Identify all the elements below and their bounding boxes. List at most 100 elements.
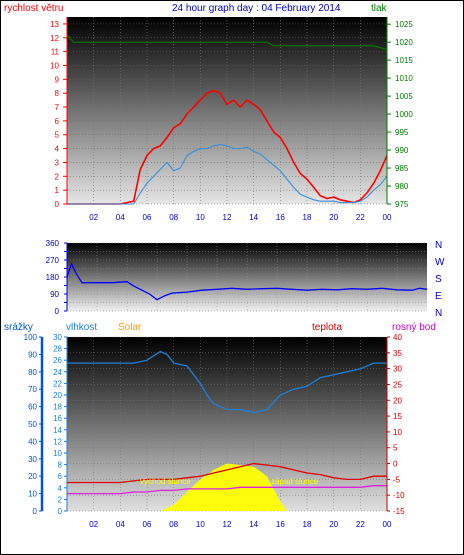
- temperature-tick-label: 10: [393, 428, 402, 437]
- humidity-tick-label: 28: [53, 345, 62, 354]
- humidity-tick-label: 14: [53, 426, 62, 435]
- x-tick-label: 06: [143, 213, 152, 222]
- humidity-tick-label: 26: [53, 356, 62, 365]
- humidity-tick-label: 30: [53, 333, 62, 342]
- rain-tick-label: 100: [24, 333, 38, 342]
- series-humidity: [67, 350, 387, 414]
- temperature-tick-label: 15: [393, 412, 402, 421]
- series-solar: [160, 463, 287, 511]
- left-tick-label: 7: [55, 103, 60, 112]
- humidity-tick-label: 20: [53, 391, 62, 400]
- series-direction: [66, 262, 428, 301]
- x-tick-label: 00: [383, 213, 392, 222]
- x-tick-label: 02: [89, 213, 98, 222]
- right-tick-label: 980: [395, 182, 409, 191]
- left-tick-label: 6: [55, 117, 60, 126]
- x-tick-label: 20: [329, 213, 338, 222]
- x-tick-label: 14: [249, 520, 258, 529]
- left-tick-label: 13: [50, 20, 59, 29]
- temperature-tick-label: 35: [393, 349, 402, 358]
- x-tick-label: 00: [383, 520, 392, 529]
- x-tick-label: 22: [356, 520, 365, 529]
- left-tick-label: 9: [55, 75, 60, 84]
- x-tick-label: 08: [169, 520, 178, 529]
- x-tick-label: 06: [143, 520, 152, 529]
- compass-label: E: [435, 291, 442, 302]
- temperature-tick-label: -15: [393, 507, 405, 516]
- right-tick-label: 990: [395, 146, 409, 155]
- compass-label: W: [435, 257, 445, 268]
- sunset-annotation: západ slunce: [271, 477, 319, 486]
- x-tick-label: 14: [249, 213, 258, 222]
- right-tick-label: 995: [395, 128, 409, 137]
- left-tick-label: 5: [55, 131, 60, 140]
- temperature-tick-label: 5: [393, 444, 398, 453]
- x-tick-label: 16: [276, 520, 285, 529]
- left-tick-label: 3: [55, 158, 60, 167]
- right-tick-label: 1020: [395, 38, 413, 47]
- left-tick-label: 2: [55, 172, 60, 181]
- x-tick-label: 18: [303, 520, 312, 529]
- humidity-tick-label: 6: [58, 472, 63, 481]
- temperature-tick-label: 25: [393, 380, 402, 389]
- x-tick-label: 12: [223, 520, 232, 529]
- right-tick-label: 1010: [395, 74, 413, 83]
- direction-tick-label: 180: [46, 273, 60, 282]
- x-tick-label: 08: [169, 213, 178, 222]
- left-tick-label: 12: [50, 34, 59, 43]
- right-tick-label: 1025: [395, 20, 413, 29]
- x-tick-label: 04: [116, 213, 125, 222]
- solar-label: Solar: [118, 322, 142, 333]
- rain-tick-label: 80: [28, 368, 37, 377]
- pressure-label: tlak: [371, 3, 388, 14]
- series-temperature: [67, 462, 387, 484]
- right-tick-label: 975: [395, 200, 409, 209]
- rain-label: srážky: [4, 322, 33, 333]
- temperature-tick-label: -10: [393, 491, 405, 500]
- series-pressure: [66, 34, 388, 50]
- rain-tick-label: 90: [28, 350, 37, 359]
- right-tick-label: 1015: [395, 56, 413, 65]
- left-tick-label: 1: [55, 186, 60, 195]
- temperature-tick-label: 30: [393, 365, 402, 374]
- rain-tick-label: 70: [28, 385, 37, 394]
- rain-tick-label: 20: [28, 472, 37, 481]
- humidity-tick-label: 18: [53, 403, 62, 412]
- x-tick-label: 12: [223, 213, 232, 222]
- humidity-tick-label: 2: [58, 495, 63, 504]
- left-tick-label: 8: [55, 89, 60, 98]
- direction-tick-label: 270: [46, 256, 60, 265]
- humidity-tick-label: 8: [58, 461, 63, 470]
- x-tick-label: 22: [356, 213, 365, 222]
- series-wind_gust: [67, 89, 388, 205]
- wind-direction-gridlines: [67, 242, 427, 312]
- wind-pressure-gridlines: [67, 17, 388, 205]
- rain-tick-label: 50: [28, 420, 37, 429]
- humidity-tick-label: 0: [58, 507, 63, 516]
- sunrise-annotation: východ slunce: [140, 477, 191, 486]
- temperature-tick-label: -5: [393, 475, 401, 484]
- x-tick-label: 16: [276, 213, 285, 222]
- humidity-tick-label: 10: [53, 449, 62, 458]
- x-tick-label: 10: [196, 213, 205, 222]
- right-tick-label: 1000: [395, 110, 413, 119]
- humidity-tick-label: 4: [58, 484, 63, 493]
- rain-tick-label: 30: [28, 455, 37, 464]
- wind-speed-label: rychlost větru: [4, 3, 63, 14]
- compass-label: S: [435, 274, 442, 285]
- temperature-tick-label: 0: [393, 460, 398, 469]
- right-tick-label: 1005: [395, 92, 413, 101]
- temperature-label: teplota: [312, 322, 342, 333]
- humidity-tick-label: 22: [53, 379, 62, 388]
- compass-label: N: [435, 240, 442, 251]
- compass-label: N: [435, 308, 442, 319]
- left-tick-label: 10: [50, 61, 59, 70]
- right-tick-label: 985: [395, 164, 409, 173]
- series-wind_avg: [67, 143, 388, 205]
- direction-tick-label: 0: [55, 307, 60, 316]
- left-tick-label: 4: [55, 145, 60, 154]
- direction-tick-label: 360: [46, 239, 60, 248]
- humidity-tick-label: 16: [53, 414, 62, 423]
- chart-title: 24 hour graph day : 04 February 2014: [172, 3, 341, 14]
